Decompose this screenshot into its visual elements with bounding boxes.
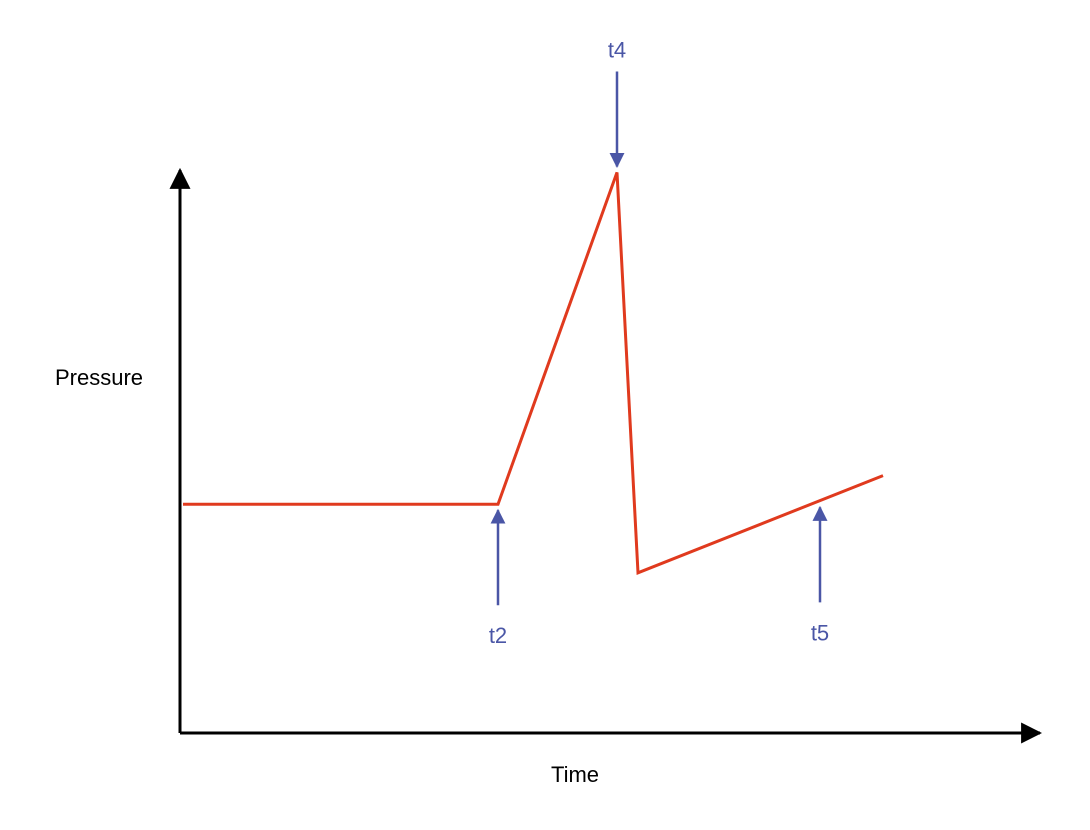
time-markers: t2 t4 t5	[489, 37, 829, 648]
marker-label-t2: t2	[489, 623, 507, 648]
x-axis-label: Time	[551, 762, 599, 787]
marker-label-t5: t5	[811, 620, 829, 645]
marker-label-t4: t4	[608, 37, 626, 62]
pressure-series-line	[183, 171, 884, 575]
y-axis-label: Pressure	[55, 365, 143, 390]
